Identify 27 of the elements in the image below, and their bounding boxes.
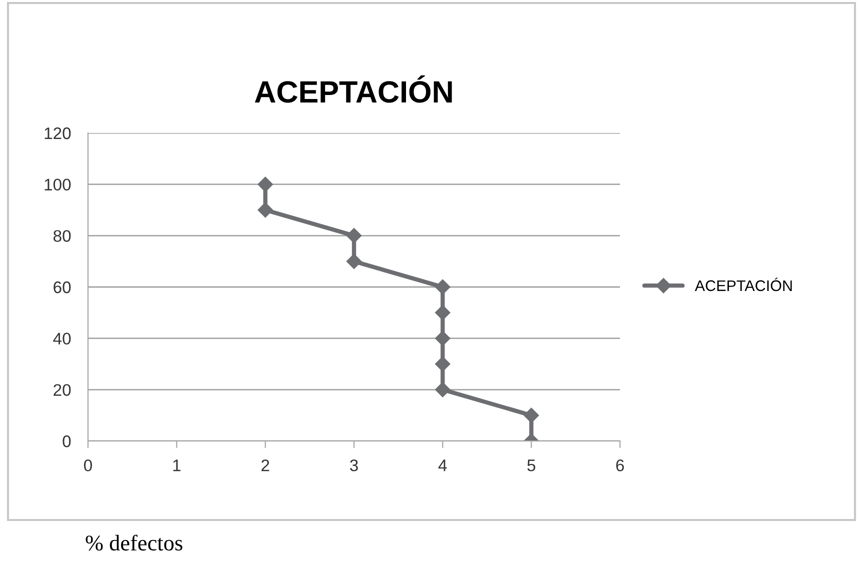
point	[435, 330, 450, 346]
x-tick-label: 6	[616, 459, 624, 472]
text: % defectos	[86, 534, 182, 551]
y-tick-label: 40	[53, 332, 71, 345]
y-tick-label: 60	[54, 281, 71, 294]
y-tick-label: 80	[54, 230, 71, 242]
y-tick-label: 120	[44, 127, 71, 140]
y-tick-label: 20	[54, 384, 71, 396]
point	[435, 356, 450, 372]
point	[346, 254, 362, 269]
x-tick-label: 2	[262, 459, 270, 472]
x-tick-label: 5	[527, 460, 536, 472]
point	[258, 176, 273, 192]
y-tick-label: 0	[62, 435, 71, 448]
point	[435, 279, 450, 295]
x-tick-label: 1	[173, 460, 180, 472]
point	[258, 202, 273, 218]
point	[524, 408, 539, 423]
point	[435, 382, 450, 398]
point	[346, 228, 362, 244]
legend-label: ACEPTACIÓN	[694, 278, 792, 292]
x-tick-label: 3	[350, 459, 358, 472]
x-tick-label: 0	[84, 459, 92, 472]
point	[435, 305, 450, 320]
x-tick-label: 4	[438, 460, 447, 472]
y-tick-label: 100	[44, 178, 71, 191]
chart-title: ACEPTACIÓN	[254, 75, 452, 103]
